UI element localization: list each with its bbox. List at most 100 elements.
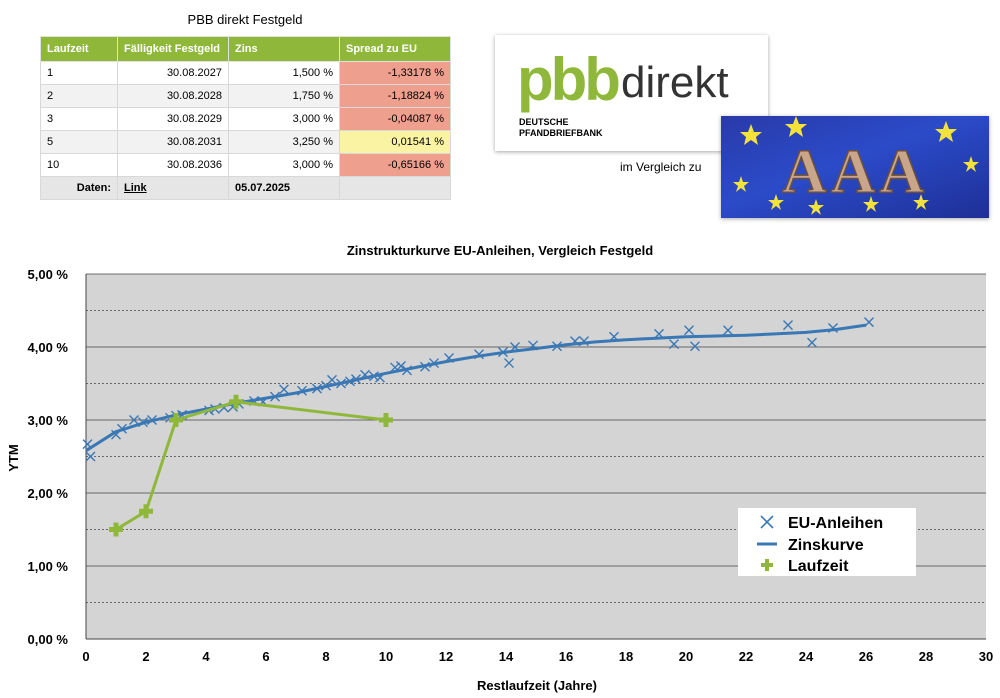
legend-label-zinskurve: Zinskurve [788,537,864,554]
cell-spread: -0,65166 % [339,153,451,177]
eu-anleihe-point [129,415,139,425]
eu-stars-icon [733,116,979,215]
table-row: 5 30.08.2031 3,250 % 0,01541 % [40,130,451,154]
cell-zins: 3,000 % [228,153,340,177]
point-stroke [85,451,96,462]
x-tick-label: 22 [739,649,753,664]
legend-label-eu-anleihen: EU-Anleihen [788,515,883,532]
series-zinskurve [85,323,867,452]
y-tick-label: 4,00 % [28,340,69,355]
point-stroke [684,325,694,336]
x-tick-label: 8 [322,649,329,664]
point-stroke [669,339,679,350]
eu-anleihe-point [783,320,793,331]
table-header-row: Laufzeit Fälligkeit Festgeld Zins Spread… [40,36,451,62]
x-tick-labels: 0 2 4 6 8 10 12 14 16 18 20 22 24 26 28 30 [82,649,993,664]
cell-faelligkeit: 30.08.2029 [117,107,229,131]
x-tick-label: 26 [859,649,873,664]
series-layer [82,317,874,537]
eu-anleihe-point [723,325,733,336]
point-stroke [807,337,817,348]
aaa-graphic: AAA [733,116,979,215]
x-tick-label: 30 [979,649,993,664]
y-tick-labels: 0,00 % 1,00 % 2,00 % 3,00 % 4,00 % 5,00 % [28,267,69,647]
cell-spread: -0,04087 % [339,107,451,131]
eu-anleihe-point [669,339,679,350]
table-row: 10 30.08.2036 3,000 % -0,65166 % [40,153,451,177]
chart-title: Zinstrukturkurve EU-Anleihen, Vergleich … [346,243,654,258]
y-tick-label: 2,00 % [28,486,69,501]
data-source-link[interactable]: Link [124,182,147,194]
table-row: 1 30.08.2027 1,500 % -1,33178 % [40,61,451,85]
aaa-text: AAA [782,138,928,206]
x-tick-label: 28 [919,649,933,664]
point-stroke [390,362,400,373]
legend-label-laufzeit: Laufzeit [788,558,849,575]
cell-laufzeit: 1 [40,61,118,85]
eu-anleihe-point [807,337,817,348]
col-zins-header: Zins [228,36,340,62]
x-tick-label: 6 [262,649,269,664]
col-faelligkeit-header: Fälligkeit Festgeld [117,36,229,62]
legend-marker-laufzeit [761,559,773,571]
cell-zins: 1,500 % [228,61,340,85]
cell-zins: 1,750 % [228,84,340,108]
cell-spread: 0,01541 % [339,130,451,154]
x-tick-label: 16 [559,649,573,664]
eu-anleihe-point [327,374,337,385]
footer-empty [339,176,451,200]
point-stroke [723,325,733,336]
eu-anleihe-point [504,358,514,369]
point-stroke [129,415,139,425]
x-tick-label: 14 [499,649,514,664]
cell-faelligkeit: 30.08.2027 [117,61,229,85]
legend-marker-eu-anleihen [760,515,774,529]
point-stroke [783,320,793,331]
point-stroke [396,360,406,371]
laufzeit-point [229,394,243,409]
x-tick-label: 2 [142,649,149,664]
point-stroke [327,374,337,385]
laufzeit-point [109,522,123,537]
x-tick-label: 12 [439,649,453,664]
logo-direkt-text: direkt [621,58,729,107]
cell-laufzeit: 5 [40,130,118,154]
cell-laufzeit: 2 [40,84,118,108]
chart-legend: EU-Anleihen Zinskurve Laufzeit [738,508,916,576]
laufzeit-point [139,504,153,519]
logo-pbb-text: pbb [517,46,619,113]
point-stroke [690,341,700,352]
x-tick-label: 0 [82,649,89,664]
festgeld-table: Laufzeit Fälligkeit Festgeld Zins Spread… [40,36,451,200]
table-footer-row: Daten: Link 05.07.2025 [40,176,451,200]
footer-label: Daten: [40,176,118,200]
cell-spread: -1,18824 % [339,84,451,108]
zinskurve-line [85,323,867,452]
point-stroke [279,384,289,395]
axes [85,274,986,640]
cell-faelligkeit: 30.08.2031 [117,130,229,154]
eu-anleihe-point [279,384,289,395]
eu-anleihe-point [684,325,694,336]
x-tick-label: 24 [799,649,814,664]
table-row: 3 30.08.2029 3,000 % -0,04087 % [40,107,451,131]
compare-text: im Vergleich zu [620,160,702,174]
cell-spread: -1,33178 % [339,61,451,85]
x-tick-label: 18 [619,649,633,664]
pbb-logo-graphic: pbb direkt DEUTSCHE PFANDBRIEFBANK [517,46,729,138]
series-laufzeit [109,394,393,537]
y-tick-label: 1,00 % [28,559,69,574]
table-row: 2 30.08.2028 1,750 % -1,18824 % [40,84,451,108]
x-tick-label: 10 [379,649,393,664]
point-stroke [82,439,93,450]
y-tick-label: 0,00 % [28,632,69,647]
y-tick-label: 3,00 % [28,413,69,428]
x-tick-label: 20 [679,649,693,664]
logo-line1: DEUTSCHE [519,117,569,127]
cell-faelligkeit: 30.08.2028 [117,84,229,108]
cell-zins: 3,250 % [228,130,340,154]
laufzeit-point [379,413,393,427]
footer-date: 05.07.2025 [228,176,340,200]
y-axis-label: YTM [6,444,21,471]
